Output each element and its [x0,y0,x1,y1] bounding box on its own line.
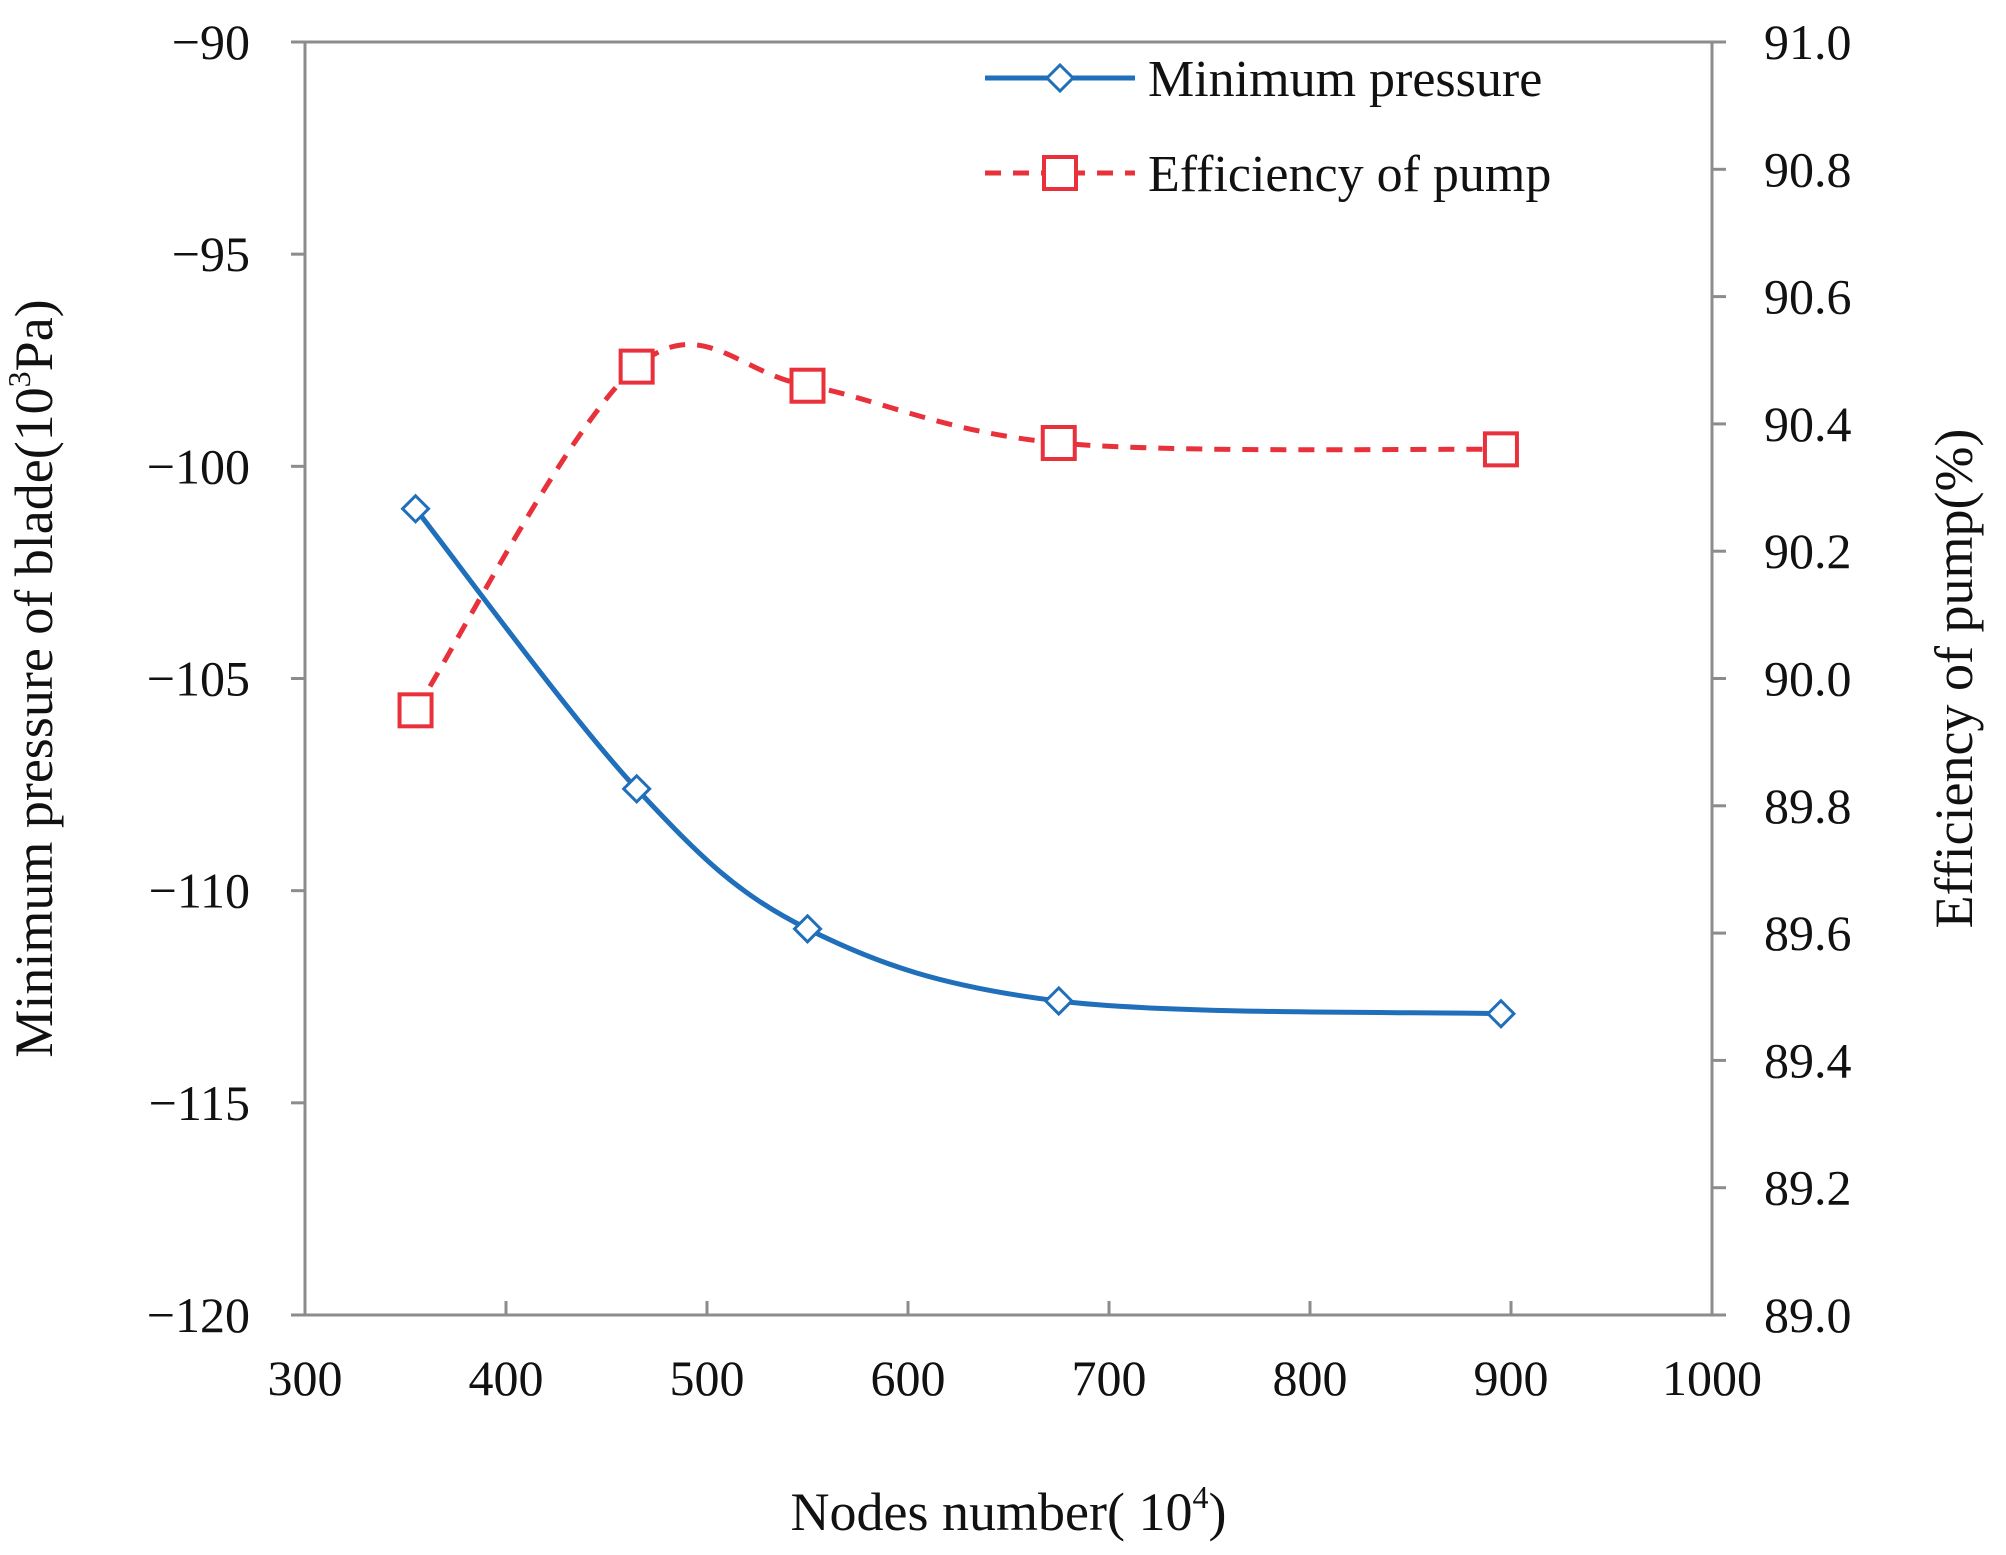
legend-marker [1044,62,1076,94]
data-point-marker [400,493,431,524]
data-point-marker [397,692,434,729]
left-y-axis-ticks: −90 −95 −100 −105 −110 −115 −120 [147,14,305,1343]
right-y-tick-label: 91.0 [1764,14,1852,70]
data-point-marker [1485,998,1517,1029]
series-line [413,507,1502,1017]
data-point-marker [1482,431,1519,468]
right-y-tick-label: 90.2 [1764,523,1852,579]
x-tick-label: 400 [469,1350,544,1406]
series-efficiency [397,342,1519,729]
x-axis-title: Nodes number( 104) [791,1479,1227,1542]
left-y-tick-label: −105 [147,651,250,707]
left-y-axis-title-suffix: Pa) [4,299,64,371]
x-axis-title-suffix: ) [1208,1482,1226,1542]
series-layer [397,342,1519,1029]
right-y-tick-label: 89.2 [1764,1160,1852,1216]
right-y-tick-label: 89.8 [1764,778,1852,834]
series-line [413,342,1502,712]
left-y-tick-label: −110 [149,863,250,919]
x-tick-label: 500 [670,1350,745,1406]
x-tick-label: 800 [1273,1350,1348,1406]
data-point-marker [1043,985,1074,1017]
left-y-axis-title-text: Minimum pressure of blade(10 [4,387,64,1057]
left-y-axis-title: Minimum pressure of blade(103Pa) [1,299,64,1057]
right-y-axis-ticks: 91.0 90.8 90.6 90.4 90.2 90.0 89.8 89.6 89.4 89.2… [1712,14,1852,1343]
x-axis-title-text: Nodes number( 10 [791,1482,1193,1542]
left-y-tick-label: −120 [147,1287,250,1343]
data-point-marker [1040,424,1077,461]
legend-marker [1042,155,1078,191]
legend: Minimum pressure Efficiency of pump [985,51,1551,203]
series-minimum-pressure [400,493,1517,1029]
left-y-tick-label: −95 [172,226,250,282]
legend-label: Minimum pressure [1148,51,1542,108]
x-tick-label: 700 [1072,1350,1147,1406]
data-point-marker [792,913,823,944]
data-point-marker [618,348,655,385]
right-y-tick-label: 90.8 [1764,141,1852,197]
left-y-axis-title-superscript: 3 [1,371,37,387]
left-y-tick-label: −100 [147,438,250,494]
left-y-tick-label: −115 [149,1075,250,1131]
right-y-tick-label: 90.6 [1764,269,1852,325]
right-y-tick-label: 90.4 [1764,396,1852,452]
right-y-tick-label: 90.0 [1764,651,1852,707]
x-tick-label: 900 [1474,1350,1549,1406]
x-axis-title-superscript: 4 [1192,1479,1208,1515]
x-axis-ticks: 300 400 500 600 700 800 900 1000 [268,1301,1762,1406]
data-point-marker [621,773,652,804]
plot-frame [303,40,1714,1317]
x-tick-label: 1000 [1662,1350,1762,1406]
x-tick-label: 600 [871,1350,946,1406]
right-y-axis-title: Efficiency of pump(%) [1924,429,1984,929]
right-y-tick-label: 89.6 [1764,905,1852,961]
legend-label: Efficiency of pump [1148,146,1551,203]
right-y-tick-label: 89.0 [1764,1287,1852,1343]
left-y-tick-label: −90 [172,14,250,70]
data-point-marker [789,367,826,404]
plot-area [303,40,1714,1317]
x-tick-label: 300 [268,1350,343,1406]
right-y-tick-label: 89.4 [1764,1032,1852,1088]
